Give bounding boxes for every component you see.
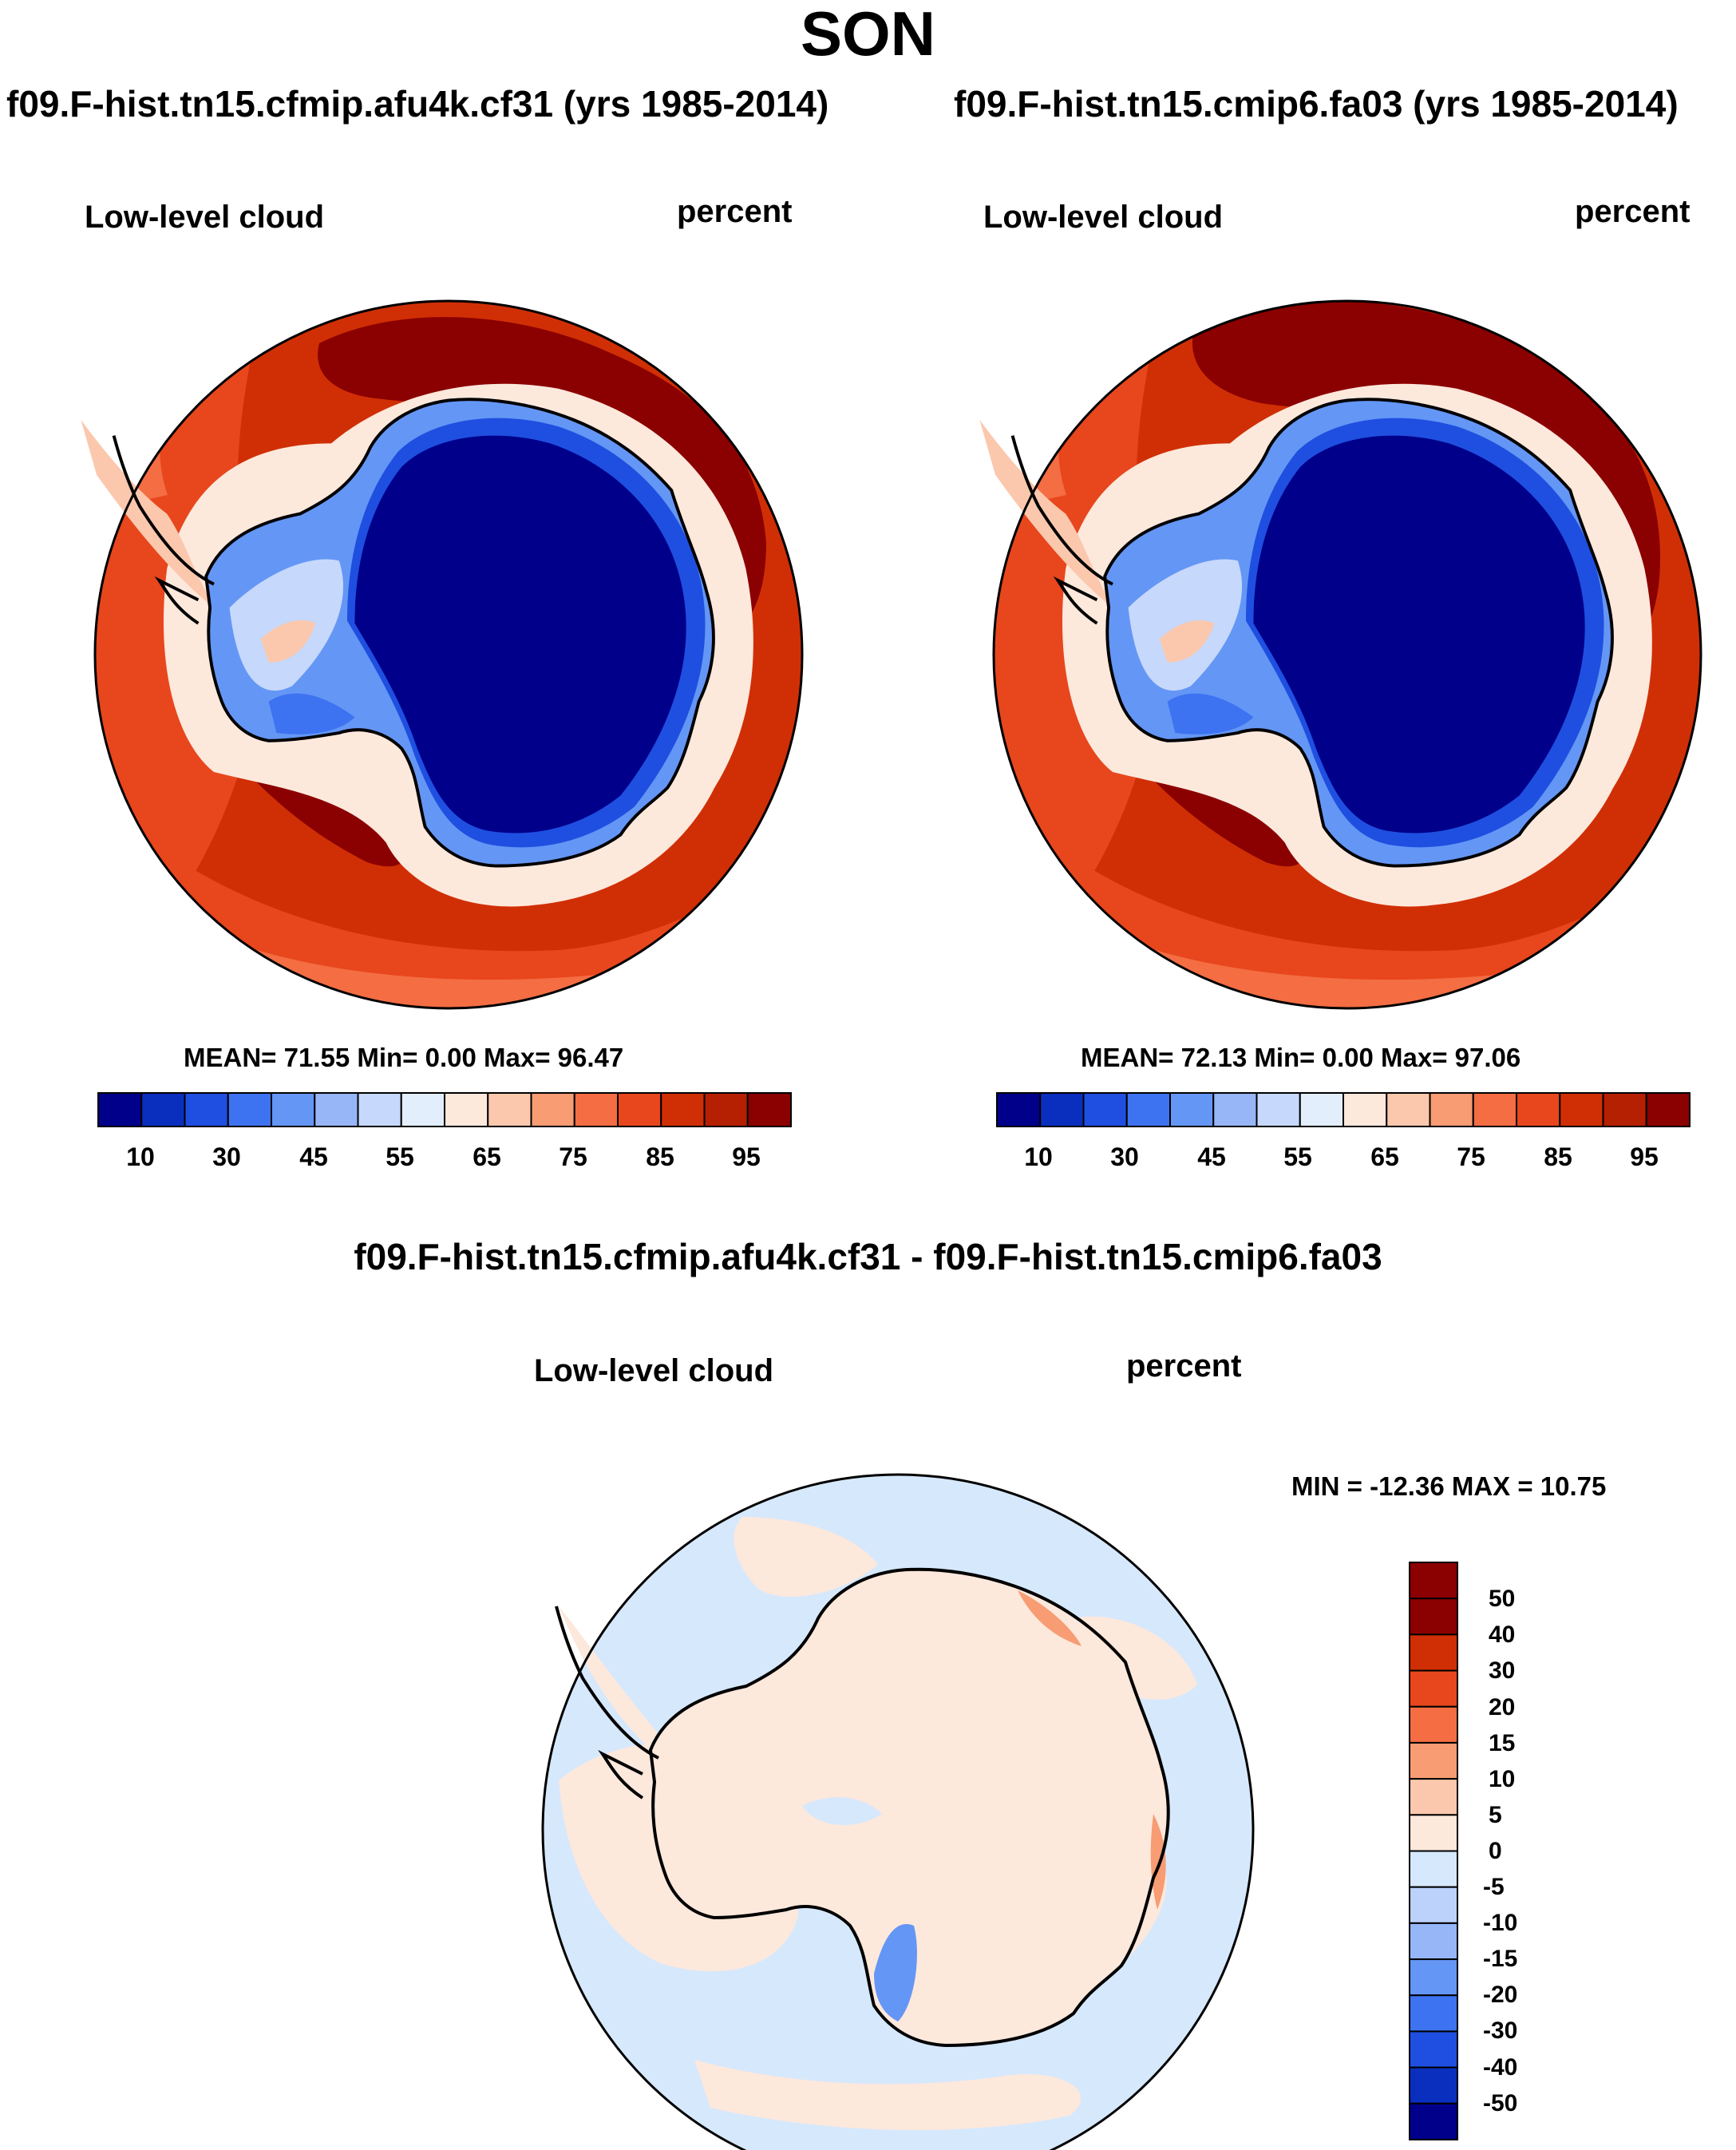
panel2-case-title: f09.F-hist.tn15.cmip6.fa03 (yrs 1985-201…	[954, 83, 1679, 125]
colorbar-swatch	[573, 1092, 619, 1127]
diff-colorbar-tick: 0	[1489, 1838, 1502, 1864]
colorbar-swatch	[487, 1092, 532, 1127]
colorbar-swatch	[1343, 1092, 1388, 1127]
diff-colorbar-tick: 40	[1489, 1621, 1516, 1648]
diff-colorbar-tick: 20	[1489, 1694, 1516, 1720]
colorbar-swatch	[1409, 1705, 1458, 1744]
colorbar-swatch	[1169, 1092, 1215, 1127]
colorbar-swatch	[1409, 1562, 1458, 1600]
panel1-colorbar-tick: 30	[212, 1142, 241, 1171]
diff-colorbar-tick: -20	[1483, 1982, 1518, 2008]
colorbar-swatch	[1559, 1092, 1604, 1127]
panel2-colorbar-tick: 85	[1544, 1142, 1572, 1171]
diff-colorbar-tick: -15	[1483, 1946, 1518, 1972]
colorbar-swatch	[1409, 1922, 1458, 1961]
colorbar-swatch	[1409, 1598, 1458, 1636]
colorbar-swatch	[1039, 1092, 1085, 1127]
colorbar-swatch	[1409, 1886, 1458, 1924]
colorbar-swatch	[1409, 1778, 1458, 1816]
diff-colorbar-tick: 50	[1489, 1586, 1516, 1612]
panel1-map	[81, 299, 804, 1010]
colorbar-swatch	[1472, 1092, 1517, 1127]
colorbar-swatch	[1429, 1092, 1474, 1127]
colorbar-swatch	[400, 1092, 445, 1127]
difference-title: f09.F-hist.tn15.cfmip.afu4k.cf31 - f09.F…	[354, 1236, 1382, 1277]
panel1-colorbar-tick: 45	[299, 1142, 328, 1171]
colorbar-swatch	[140, 1092, 186, 1127]
colorbar-swatch	[1409, 1814, 1458, 1852]
diff-colorbar-tick: 15	[1489, 1730, 1516, 1756]
colorbar-swatch	[357, 1092, 402, 1127]
colorbar-swatch	[1409, 1850, 1458, 1888]
colorbar-swatch	[617, 1092, 662, 1127]
colorbar-swatch	[1409, 2030, 1458, 2069]
diff-colorbar	[1409, 1562, 1458, 2140]
colorbar-swatch	[1516, 1092, 1561, 1127]
colorbar-swatch	[1602, 1092, 1647, 1127]
diff-colorbar-tick: -50	[1483, 2090, 1518, 2116]
panel1-colorbar-tick: 85	[646, 1142, 674, 1171]
panel2-colorbar	[996, 1092, 1691, 1127]
panel2-colorbar-tick: 75	[1457, 1142, 1485, 1171]
diff-stats: MIN = -12.36 MAX = 10.75	[1291, 1471, 1607, 1501]
diff-units-label: percent	[1126, 1348, 1242, 1384]
diff-variable-label: Low-level cloud	[534, 1353, 774, 1388]
colorbar-swatch	[660, 1092, 706, 1127]
colorbar-swatch	[184, 1092, 229, 1127]
colorbar-swatch	[97, 1092, 143, 1127]
panel2-stats: MEAN= 72.13 Min= 0.00 Max= 97.06	[1081, 1043, 1521, 1072]
colorbar-swatch	[1645, 1092, 1691, 1127]
colorbar-swatch	[1082, 1092, 1128, 1127]
panel2-colorbar-tick: 45	[1197, 1142, 1226, 1171]
panel2-map	[979, 299, 1702, 1010]
panel1-variable-label: Low-level cloud	[85, 200, 325, 235]
colorbar-swatch	[1299, 1092, 1344, 1127]
colorbar-swatch	[444, 1092, 489, 1127]
colorbar-swatch	[1409, 2066, 1458, 2104]
diff-colorbar-tick: -40	[1483, 2054, 1518, 2081]
colorbar-swatch	[1125, 1092, 1171, 1127]
colorbar-swatch	[1386, 1092, 1431, 1127]
colorbar-swatch	[1409, 1669, 1458, 1708]
colorbar-swatch	[1256, 1092, 1301, 1127]
colorbar-swatch	[1409, 1741, 1458, 1780]
colorbar-swatch	[746, 1092, 792, 1127]
diff-colorbar-tick: 5	[1489, 1802, 1502, 1828]
colorbar-swatch	[227, 1092, 272, 1127]
colorbar-swatch	[1409, 1994, 1458, 2033]
panel1-colorbar-tick: 55	[386, 1142, 414, 1171]
diff-colorbar-tick: 30	[1489, 1657, 1516, 1684]
colorbar-swatch	[1409, 1958, 1458, 1997]
diff-colorbar-tick: -30	[1483, 2017, 1518, 2044]
diff-colorbar-tick: 10	[1489, 1766, 1516, 1792]
panel2-units-label: percent	[1575, 194, 1691, 229]
panel2-variable-label: Low-level cloud	[983, 200, 1224, 235]
panel1-colorbar-tick: 65	[473, 1142, 501, 1171]
colorbar-swatch	[1409, 1633, 1458, 1672]
colorbar-swatch	[703, 1092, 749, 1127]
panel2-colorbar-tick: 95	[1630, 1142, 1659, 1171]
panel1-colorbar-tick: 95	[732, 1142, 761, 1171]
colorbar-swatch	[314, 1092, 359, 1127]
panel1-colorbar	[97, 1092, 792, 1127]
colorbar-swatch	[996, 1092, 1042, 1127]
colorbar-swatch	[530, 1092, 575, 1127]
colorbar-swatch	[1212, 1092, 1258, 1127]
diff-colorbar-tick: -10	[1483, 1910, 1518, 1936]
panel2-colorbar-tick: 65	[1370, 1142, 1399, 1171]
panel1-stats: MEAN= 71.55 Min= 0.00 Max= 96.47	[184, 1043, 624, 1072]
panel2-colorbar-tick: 10	[1024, 1142, 1053, 1171]
panel2-colorbar-tick: 55	[1283, 1142, 1312, 1171]
difference-map	[541, 1473, 1255, 2150]
panel2-colorbar-tick: 30	[1110, 1142, 1139, 1171]
diff-colorbar-tick: -5	[1483, 1874, 1505, 1900]
figure-title: SON	[800, 0, 936, 69]
colorbar-swatch	[271, 1092, 316, 1127]
panel1-case-title: f09.F-hist.tn15.cfmip.afu4k.cf31 (yrs 19…	[6, 83, 829, 125]
panel1-colorbar-tick: 75	[559, 1142, 587, 1171]
colorbar-swatch	[1409, 2102, 1458, 2140]
panel1-units-label: percent	[677, 194, 793, 229]
panel1-colorbar-tick: 10	[126, 1142, 155, 1171]
